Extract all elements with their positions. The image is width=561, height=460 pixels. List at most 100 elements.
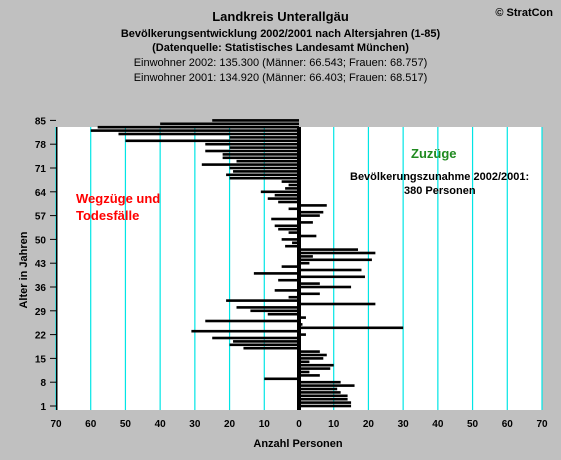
bar-age-26	[205, 319, 299, 323]
bar-age-52	[288, 231, 299, 234]
x-tick-label: 50	[467, 419, 479, 430]
x-tick-label: 70	[536, 419, 548, 430]
bar-age-29	[250, 309, 299, 313]
bar-age-47	[299, 248, 359, 251]
x-tick-label: 20	[224, 419, 236, 430]
bar-age-43	[299, 261, 310, 265]
bar-age-36	[299, 285, 352, 289]
bar-age-45	[299, 255, 313, 258]
bar-age-33	[288, 295, 299, 299]
bar-age-53	[278, 227, 299, 231]
bar-age-57	[299, 214, 320, 217]
y-tick-label: 64	[35, 188, 47, 199]
bar-age-70	[233, 170, 299, 173]
bar-age-14	[299, 360, 310, 364]
bar-age-37	[299, 282, 320, 285]
annotation-zunahme-line1: Bevölkerungszunahme 2002/2001:	[350, 171, 530, 183]
y-tick-label: 85	[35, 116, 47, 127]
y-tick-label: 36	[35, 283, 47, 294]
x-axis-label: Anzahl Personen	[253, 438, 343, 450]
zero-axis-line	[297, 127, 301, 410]
y-axis-label: Alter in Jahren	[18, 231, 30, 308]
x-tick-label: 0	[296, 419, 302, 430]
bar-age-49	[292, 241, 299, 245]
bar-age-73	[236, 159, 299, 163]
bars	[56, 119, 404, 410]
brand-copyright: © StratCon	[495, 7, 553, 19]
bar-age-72	[201, 163, 299, 166]
bar-age-42	[281, 265, 299, 268]
bar-age-66	[288, 183, 299, 187]
bar-age-9	[264, 377, 299, 381]
x-tick-label: 70	[50, 419, 62, 430]
bar-age-20	[233, 340, 299, 343]
bar-age-50	[281, 238, 299, 241]
bar-age-12	[299, 367, 331, 370]
bar-age-48	[285, 244, 299, 248]
gridlines	[55, 127, 543, 410]
chart-subtitle: Bevölkerungsentwicklung 2002/2001 nach A…	[120, 28, 441, 40]
bar-age-77	[229, 146, 299, 149]
bar-age-4	[299, 394, 348, 398]
bar-age-68	[229, 176, 299, 180]
bar-age-67	[281, 180, 299, 183]
bar-age-58	[299, 210, 324, 214]
bar-age-22	[299, 333, 306, 336]
bar-age-38	[278, 278, 299, 282]
bar-age-81	[118, 132, 299, 136]
bar-age-65	[285, 187, 299, 190]
data-source: (Datenquelle: Statistisches Landesamt Mü…	[152, 42, 409, 54]
bar-age-78	[205, 142, 299, 146]
x-tick-label: 60	[85, 419, 97, 430]
bar-age-56	[271, 217, 299, 221]
bar-age-46	[299, 251, 376, 255]
population-2001: Einwohner 2001: 134.920 (Männer: 66.403;…	[133, 72, 428, 84]
population-2002: Einwohner 2002: 135.300 (Männer: 66.543;…	[133, 57, 428, 69]
annotation-zuzuege: Zuzüge	[411, 146, 457, 161]
bar-age-35	[274, 289, 299, 292]
bar-age-63	[274, 193, 299, 197]
y-tick-label: 71	[35, 164, 47, 175]
bar-age-64	[260, 190, 299, 194]
bar-age-32	[226, 299, 299, 302]
bar-age-11	[299, 370, 310, 374]
y-tick-label: 22	[35, 331, 47, 342]
bar-age-27	[299, 316, 306, 319]
y-axis-line	[56, 127, 58, 410]
x-tick-label: 40	[432, 419, 444, 430]
bar-age-41	[299, 268, 362, 272]
bar-age-83	[97, 125, 300, 129]
bar-age-55	[299, 221, 313, 224]
bar-age-19	[229, 343, 299, 347]
x-tick-label: 30	[189, 419, 201, 430]
bar-age-7	[299, 384, 355, 387]
bar-age-80	[229, 136, 299, 139]
bar-age-61	[278, 200, 299, 204]
bar-age-1	[299, 404, 352, 408]
bar-age-54	[274, 224, 299, 228]
annotation-wegzuege-line2: Todesfälle	[76, 208, 140, 223]
bar-age-8	[299, 380, 341, 384]
bar-age-82	[90, 129, 299, 132]
bar-age-69	[226, 173, 299, 177]
bar-age-28	[267, 312, 299, 316]
x-tick-label: 30	[398, 419, 410, 430]
bar-age-23	[191, 329, 299, 333]
bar-age-39	[299, 275, 365, 279]
bar-age-84	[160, 122, 299, 126]
bar-age-21	[212, 336, 299, 340]
y-tick-labels: 1 8 15 22 29 36 43 50 57 64 71 78 85	[35, 116, 56, 413]
bar-age-85	[212, 119, 299, 122]
x-tick-label: 10	[259, 419, 271, 430]
bar-age-51	[299, 234, 317, 238]
bar-age-31	[299, 302, 376, 306]
bar-age-3	[299, 397, 348, 401]
bar-age-74	[222, 156, 299, 160]
x-tick-label: 50	[120, 419, 132, 430]
x-tick-label: 60	[502, 419, 514, 430]
y-tick-label: 15	[35, 354, 47, 365]
x-tick-label: 20	[363, 419, 375, 430]
bar-age-71	[229, 166, 299, 170]
bar-age-79	[125, 139, 299, 143]
